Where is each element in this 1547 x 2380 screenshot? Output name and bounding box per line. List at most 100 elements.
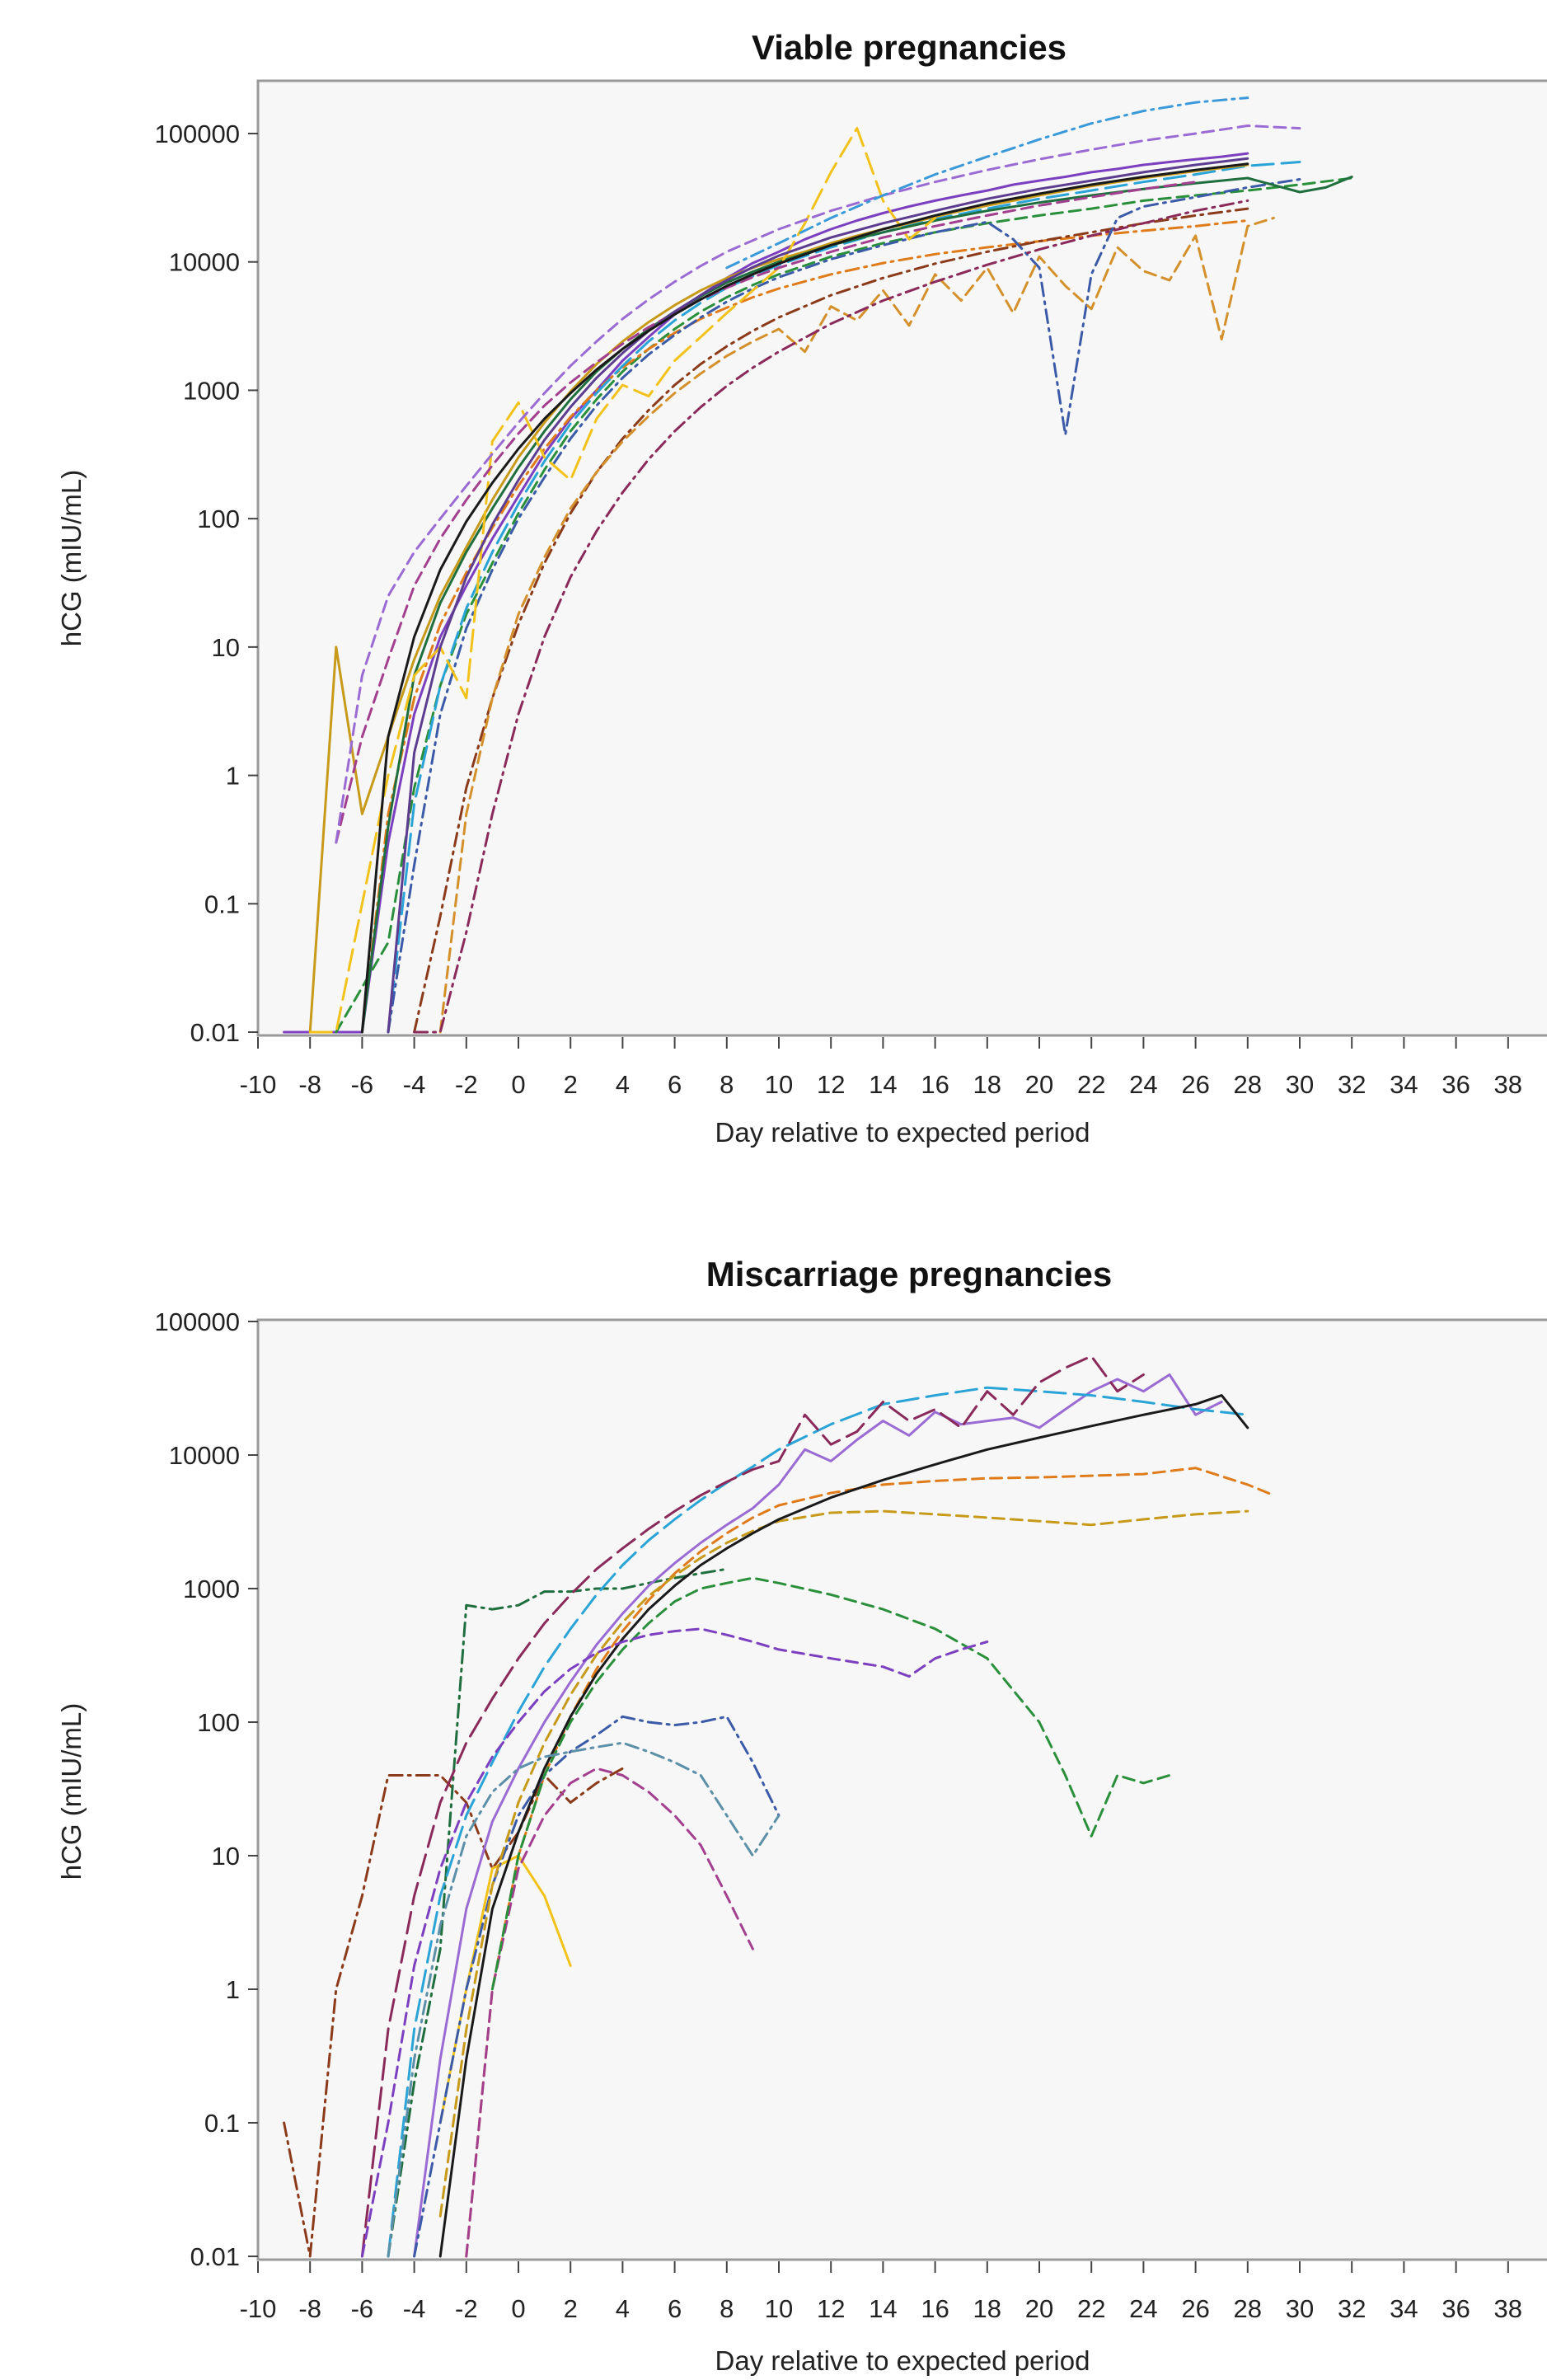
series-line — [360, 1627, 989, 2258]
series-line — [308, 127, 937, 1034]
x-tick-label: 14 — [869, 2294, 897, 2323]
series-line — [413, 199, 1249, 1034]
series-line — [387, 1386, 1249, 2258]
x-tick-label: 4 — [616, 1070, 630, 1099]
x-tick-label: 18 — [973, 1070, 1001, 1099]
series-line — [283, 1767, 624, 2258]
y-tick-label: 100000 — [155, 1307, 240, 1336]
x-tick-label: 34 — [1390, 2294, 1418, 2323]
miscarriage-pregnancies-chart: Miscarriage pregnancies Day relative to … — [56, 1255, 1547, 2376]
y-tick-label: 0.01 — [190, 2242, 240, 2271]
y-tick-label: 10 — [212, 1842, 240, 1871]
series-line — [413, 1715, 781, 2258]
miscarriage-chart-panel: Miscarriage pregnancies Day relative to … — [0, 1190, 1547, 2380]
series-group — [283, 1354, 1275, 2258]
x-axis-label: Day relative to expected period — [715, 2345, 1090, 2376]
x-tick-label: 10 — [765, 1070, 793, 1099]
x-tick-label: 0 — [511, 1070, 525, 1099]
series-line — [438, 1509, 1249, 2218]
x-tick-label: 6 — [668, 2294, 682, 2323]
viable-pregnancies-chart: Viable pregnancies Day relative to expec… — [56, 28, 1547, 1148]
x-tick-label: -8 — [298, 2294, 321, 2323]
y-axis-label: hCG (mIU/mL) — [56, 1703, 87, 1880]
x-tick-label: 24 — [1129, 1070, 1157, 1099]
y-tick-label: 1000 — [183, 1575, 240, 1603]
x-tick-label: 16 — [921, 2294, 949, 2323]
x-tick-label: 16 — [921, 1070, 949, 1099]
series-line — [335, 176, 1353, 1034]
y-tick-label: 10000 — [169, 1441, 240, 1470]
x-tick-label: 22 — [1077, 2294, 1105, 2323]
y-tick-label: 1 — [226, 1975, 240, 2004]
y-tick-label: 100 — [197, 505, 240, 533]
series-line — [387, 161, 1301, 1034]
series-line — [387, 1741, 781, 2258]
x-tick-label: -2 — [455, 2294, 478, 2323]
x-tick-label: -10 — [240, 2294, 277, 2323]
x-tick-label: 30 — [1286, 2294, 1314, 2323]
x-tick-label: -6 — [351, 1070, 374, 1099]
x-tick-label: 2 — [564, 1070, 578, 1099]
x-tick-label: 26 — [1181, 1070, 1209, 1099]
series-line — [308, 163, 1249, 1034]
x-tick-label: -2 — [455, 1070, 478, 1099]
x-tick-label: 12 — [817, 2294, 845, 2323]
x-tick-label: 18 — [973, 2294, 1001, 2323]
y-tick-label: 100000 — [155, 120, 240, 148]
x-axis-ticks: -10 -8 -6 -4 -2 0 2 4 6 8 10 12 14 16 18 20 22 24 26 28 30 32… — [240, 1037, 1522, 1099]
x-tick-label: -10 — [240, 1070, 277, 1099]
y-tick-label: 10 — [212, 633, 240, 662]
x-tick-label: 30 — [1286, 1070, 1314, 1099]
x-tick-label: 6 — [668, 1070, 682, 1099]
viable-chart-panel: Viable pregnancies Day relative to expec… — [56, 28, 1547, 1148]
x-axis-label: Day relative to expected period — [715, 1117, 1090, 1148]
x-tick-label: 24 — [1129, 2294, 1157, 2323]
x-tick-label: 28 — [1234, 2294, 1262, 2323]
x-axis-ticks: -10 -8 -6 -4 -2 0 2 4 6 8 10 12 14 16 18 20 22 24 26 28 30 32… — [240, 2261, 1522, 2323]
series-line — [360, 1354, 1145, 2258]
x-tick-label: -6 — [351, 2294, 374, 2323]
x-tick-label: 8 — [720, 2294, 734, 2323]
y-tick-label: 0.1 — [204, 890, 240, 918]
x-tick-label: 20 — [1025, 1070, 1053, 1099]
series-line — [725, 96, 1249, 270]
y-tick-label: 1 — [226, 762, 240, 791]
x-tick-label: 32 — [1338, 2294, 1366, 2323]
x-tick-label: 4 — [616, 2294, 630, 2323]
y-tick-label: 0.1 — [204, 2109, 240, 2138]
y-tick-label: 1000 — [183, 376, 240, 405]
x-tick-label: 36 — [1442, 2294, 1470, 2323]
x-tick-label: 0 — [511, 2294, 525, 2323]
x-tick-label: 20 — [1025, 2294, 1053, 2323]
x-tick-label: 36 — [1442, 1070, 1470, 1099]
x-tick-label: 32 — [1338, 1070, 1366, 1099]
x-tick-label: 38 — [1494, 2294, 1522, 2323]
x-tick-label: 34 — [1390, 1070, 1418, 1099]
y-axis-ticks: 0.01 0.1 1 10 100 1000 10000 100000 — [155, 120, 258, 1047]
x-tick-label: 38 — [1494, 1070, 1522, 1099]
y-tick-label: 0.01 — [190, 1018, 240, 1047]
x-tick-label: -4 — [403, 2294, 426, 2323]
series-line — [465, 1767, 754, 2258]
series-group — [283, 96, 1353, 1034]
x-tick-label: 14 — [869, 1070, 897, 1099]
series-line — [438, 1394, 1249, 2258]
y-axis-ticks: 0.01 0.1 1 10 100 1000 10000 100000 — [155, 1307, 258, 2271]
x-tick-label: 28 — [1234, 1070, 1262, 1099]
x-tick-label: 2 — [564, 2294, 578, 2323]
series-line — [413, 207, 1249, 1034]
series-line — [387, 157, 1249, 1034]
x-tick-label: 22 — [1077, 1070, 1105, 1099]
series-line — [438, 216, 1275, 1034]
x-tick-label: -4 — [403, 1070, 426, 1099]
series-line — [490, 1576, 1171, 1991]
chart-title: Miscarriage pregnancies — [706, 1255, 1113, 1293]
x-tick-label: -8 — [298, 1070, 321, 1099]
chart-title: Viable pregnancies — [752, 28, 1066, 67]
series-line — [387, 178, 1301, 1034]
y-axis-label: hCG (mIU/mL) — [56, 470, 87, 647]
series-line — [360, 162, 1249, 1034]
x-tick-label: 26 — [1181, 2294, 1209, 2323]
x-tick-label: 8 — [720, 1070, 734, 1099]
x-tick-label: 12 — [817, 1070, 845, 1099]
